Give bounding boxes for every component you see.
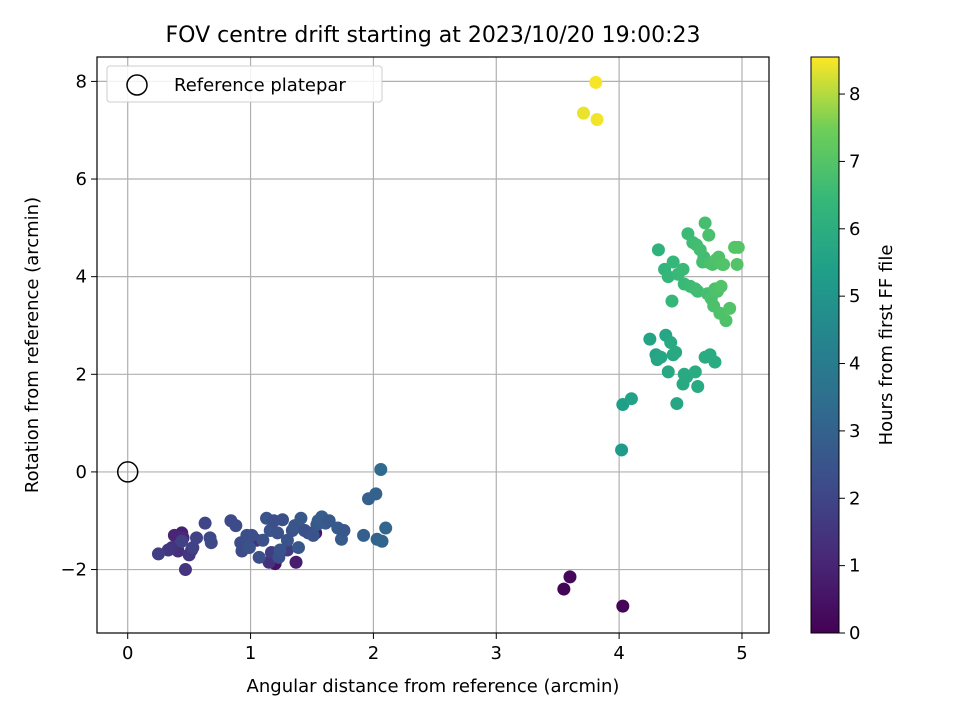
colorbar-tick-label: 2 bbox=[849, 488, 860, 509]
data-point bbox=[702, 228, 716, 242]
data-point bbox=[229, 519, 243, 533]
data-point bbox=[375, 534, 389, 548]
colorbar-tick-label: 1 bbox=[849, 556, 860, 577]
data-point bbox=[379, 521, 393, 535]
legend-marker-reference bbox=[126, 74, 148, 96]
data-point bbox=[576, 106, 590, 120]
data-point bbox=[590, 112, 604, 126]
data-point bbox=[271, 526, 285, 540]
y-axis-ticks: −2 0 2 4 6 8 bbox=[60, 71, 97, 581]
x-tick-label: 0 bbox=[122, 643, 133, 664]
colorbar-gradient bbox=[810, 56, 840, 634]
y-tick-label: 0 bbox=[76, 462, 87, 483]
data-point bbox=[190, 531, 204, 545]
data-point bbox=[698, 216, 712, 230]
x-axis-ticks: 0 1 2 3 4 5 bbox=[122, 633, 748, 664]
data-point bbox=[252, 550, 266, 564]
data-point bbox=[643, 332, 657, 346]
data-point bbox=[615, 443, 629, 457]
data-point bbox=[280, 533, 294, 547]
data-point bbox=[198, 516, 212, 530]
y-axis-label: Rotation from reference (arcmin) bbox=[22, 197, 43, 493]
x-axis-label: Angular distance from reference (arcmin) bbox=[247, 676, 620, 697]
data-point bbox=[256, 533, 270, 547]
data-point bbox=[175, 534, 189, 548]
colorbar-label: Hours from first FF file bbox=[876, 245, 897, 446]
data-point bbox=[676, 262, 690, 276]
scatter-points bbox=[151, 75, 745, 613]
data-point bbox=[624, 392, 638, 406]
data-point bbox=[322, 514, 336, 528]
data-point bbox=[262, 555, 276, 569]
data-point bbox=[691, 379, 705, 393]
data-point bbox=[651, 243, 665, 257]
plot-area-frame bbox=[96, 56, 770, 634]
legend: Reference platepar bbox=[106, 65, 383, 103]
reference-platepar-marker bbox=[116, 461, 139, 483]
data-point bbox=[723, 301, 737, 315]
data-point bbox=[714, 279, 728, 293]
x-tick-label: 1 bbox=[245, 643, 256, 664]
colorbar-tick-label: 4 bbox=[849, 354, 860, 375]
y-tick-label: 2 bbox=[76, 364, 87, 385]
chart-title: FOV centre drift starting at 2023/10/20 … bbox=[166, 23, 701, 48]
legend-box bbox=[106, 65, 383, 103]
y-tick-label: −2 bbox=[60, 560, 87, 581]
data-point bbox=[708, 355, 722, 369]
data-point bbox=[245, 528, 259, 542]
colorbar-tick-label: 6 bbox=[849, 219, 860, 240]
data-point bbox=[730, 257, 744, 271]
data-point bbox=[291, 541, 305, 555]
colorbar-tick-label: 3 bbox=[849, 421, 860, 442]
data-point bbox=[242, 541, 256, 555]
data-point bbox=[357, 528, 371, 542]
colorbar: 0 1 2 3 4 5 6 7 8 Hours from first FF file bbox=[810, 56, 897, 644]
colorbar-tick-label: 8 bbox=[849, 84, 860, 105]
data-point bbox=[654, 350, 668, 364]
data-point bbox=[664, 336, 678, 350]
data-point bbox=[289, 555, 303, 569]
data-point bbox=[717, 257, 731, 271]
data-point bbox=[306, 528, 320, 542]
colorbar-tick-label: 5 bbox=[849, 286, 860, 307]
data-point bbox=[691, 284, 705, 298]
x-tick-label: 3 bbox=[491, 643, 502, 664]
y-tick-label: 8 bbox=[76, 71, 87, 92]
colorbar-tick-label: 7 bbox=[849, 151, 860, 172]
data-point bbox=[337, 523, 351, 537]
data-point bbox=[665, 294, 679, 308]
data-point bbox=[719, 314, 733, 328]
data-point bbox=[661, 365, 675, 379]
data-point bbox=[616, 599, 630, 613]
y-tick-label: 6 bbox=[76, 169, 87, 190]
data-point bbox=[276, 513, 290, 527]
data-point bbox=[661, 270, 675, 284]
data-point bbox=[161, 543, 175, 557]
reference-layer bbox=[116, 461, 139, 483]
x-tick-label: 4 bbox=[613, 643, 624, 664]
data-point bbox=[186, 541, 200, 555]
data-point bbox=[589, 75, 603, 89]
data-point bbox=[204, 536, 218, 550]
legend-label-reference: Reference platepar bbox=[174, 75, 346, 96]
data-point bbox=[688, 365, 702, 379]
x-tick-label: 5 bbox=[736, 643, 747, 664]
data-point bbox=[273, 543, 287, 557]
data-point bbox=[178, 563, 192, 577]
data-point bbox=[151, 547, 165, 561]
data-point bbox=[666, 255, 680, 269]
data-point bbox=[369, 487, 383, 501]
colorbar-tick-label: 0 bbox=[849, 623, 860, 644]
data-point bbox=[670, 397, 684, 411]
colorbar-ticks: 0 1 2 3 4 5 6 7 8 bbox=[839, 84, 860, 644]
data-point bbox=[669, 345, 683, 359]
data-point bbox=[294, 511, 308, 525]
data-point bbox=[374, 462, 388, 476]
data-point bbox=[731, 240, 745, 254]
x-tick-label: 2 bbox=[368, 643, 379, 664]
data-point bbox=[557, 582, 571, 596]
data-point bbox=[563, 570, 577, 584]
y-tick-label: 4 bbox=[76, 267, 87, 288]
